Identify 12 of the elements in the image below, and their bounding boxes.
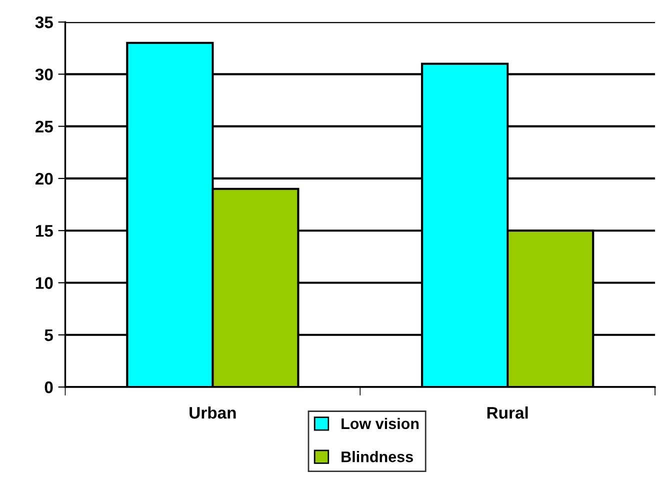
y-tick-label: 15	[36, 225, 53, 237]
legend-label: Low vision	[342, 418, 419, 430]
x-tick-label: Rural	[487, 406, 528, 419]
legend-label: Blindness	[342, 451, 413, 462]
y-tick-label: 35	[35, 16, 53, 28]
x-tick-label: Urban	[190, 406, 236, 419]
y-tick-label: 5	[44, 329, 53, 342]
y-tick-label: 25	[35, 120, 53, 133]
y-tick-label: 10	[36, 277, 53, 289]
y-tick-label: 0	[44, 381, 53, 394]
y-tick-label: 30	[35, 68, 53, 80]
y-tick-label: 20	[35, 172, 53, 185]
